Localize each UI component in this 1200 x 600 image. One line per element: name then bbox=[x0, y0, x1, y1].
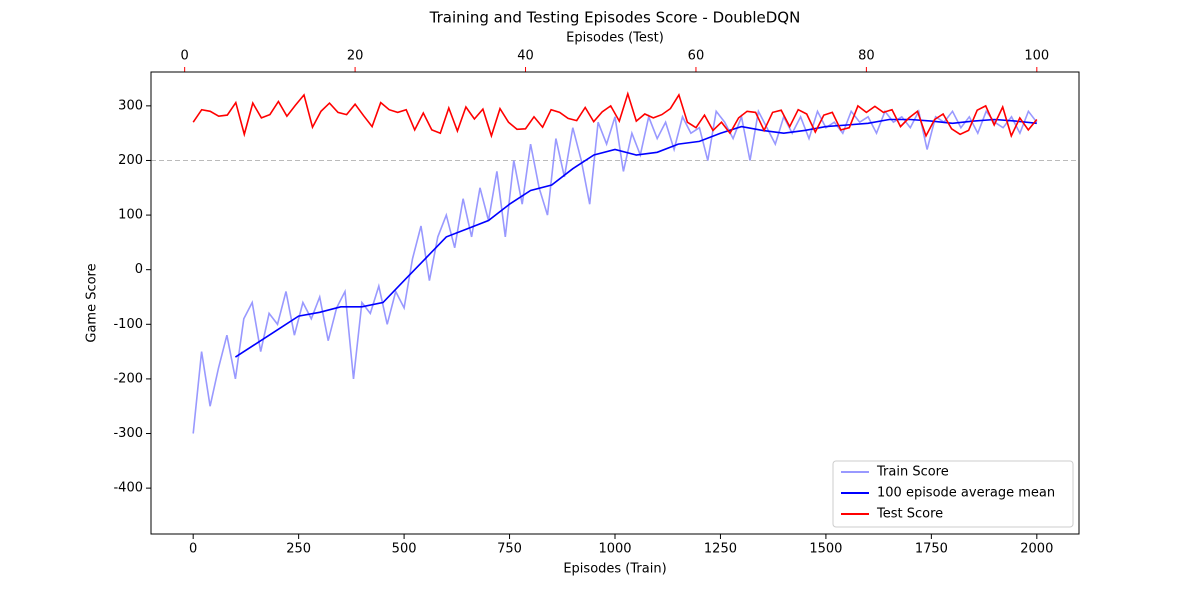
x2-tick-label: 0 bbox=[181, 49, 189, 64]
legend-label: 100 episode average mean bbox=[877, 486, 1055, 501]
x-tick-label: 250 bbox=[286, 542, 311, 557]
x-tick-label: 500 bbox=[392, 542, 417, 557]
y-axis-label: Game Score bbox=[85, 263, 100, 342]
series-line bbox=[192, 91, 1038, 139]
plot-frame bbox=[150, 71, 1080, 535]
legend-label: Test Score bbox=[876, 507, 943, 522]
series-line bbox=[192, 108, 1038, 434]
y-tick-label: 0 bbox=[135, 262, 143, 277]
x2-tick-label: 100 bbox=[1024, 49, 1049, 64]
y-tick-label: 200 bbox=[118, 153, 143, 168]
x-tick-label: 0 bbox=[189, 542, 197, 557]
chart-title: Training and Testing Episodes Score - Do… bbox=[429, 9, 801, 27]
x-tick-label: 1000 bbox=[598, 542, 631, 557]
y-tick-label: -200 bbox=[113, 371, 143, 386]
legend-box bbox=[832, 460, 1074, 528]
x-axis-label: Episodes (Train) bbox=[563, 562, 666, 577]
y-tick-label: -100 bbox=[113, 317, 143, 332]
x-tick-label: 750 bbox=[497, 542, 522, 557]
x2-tick-label: 80 bbox=[858, 49, 875, 64]
y-tick-label: -400 bbox=[113, 481, 143, 496]
legend-label: Train Score bbox=[876, 465, 949, 480]
x-tick-label: 1750 bbox=[915, 542, 948, 557]
x2-tick-label: 60 bbox=[688, 49, 705, 64]
y-tick-label: 300 bbox=[118, 98, 143, 113]
x-tick-label: 1250 bbox=[704, 542, 737, 557]
x2-tick-label: 40 bbox=[517, 49, 534, 64]
series-line bbox=[234, 118, 1037, 358]
y-tick-label: 100 bbox=[118, 208, 143, 223]
x-tick-label: 1500 bbox=[809, 542, 842, 557]
y-tick-label: -300 bbox=[113, 426, 143, 441]
x2-tick-label: 20 bbox=[347, 49, 364, 64]
x2-axis-label: Episodes (Test) bbox=[566, 31, 664, 46]
x-tick-label: 2000 bbox=[1020, 542, 1053, 557]
